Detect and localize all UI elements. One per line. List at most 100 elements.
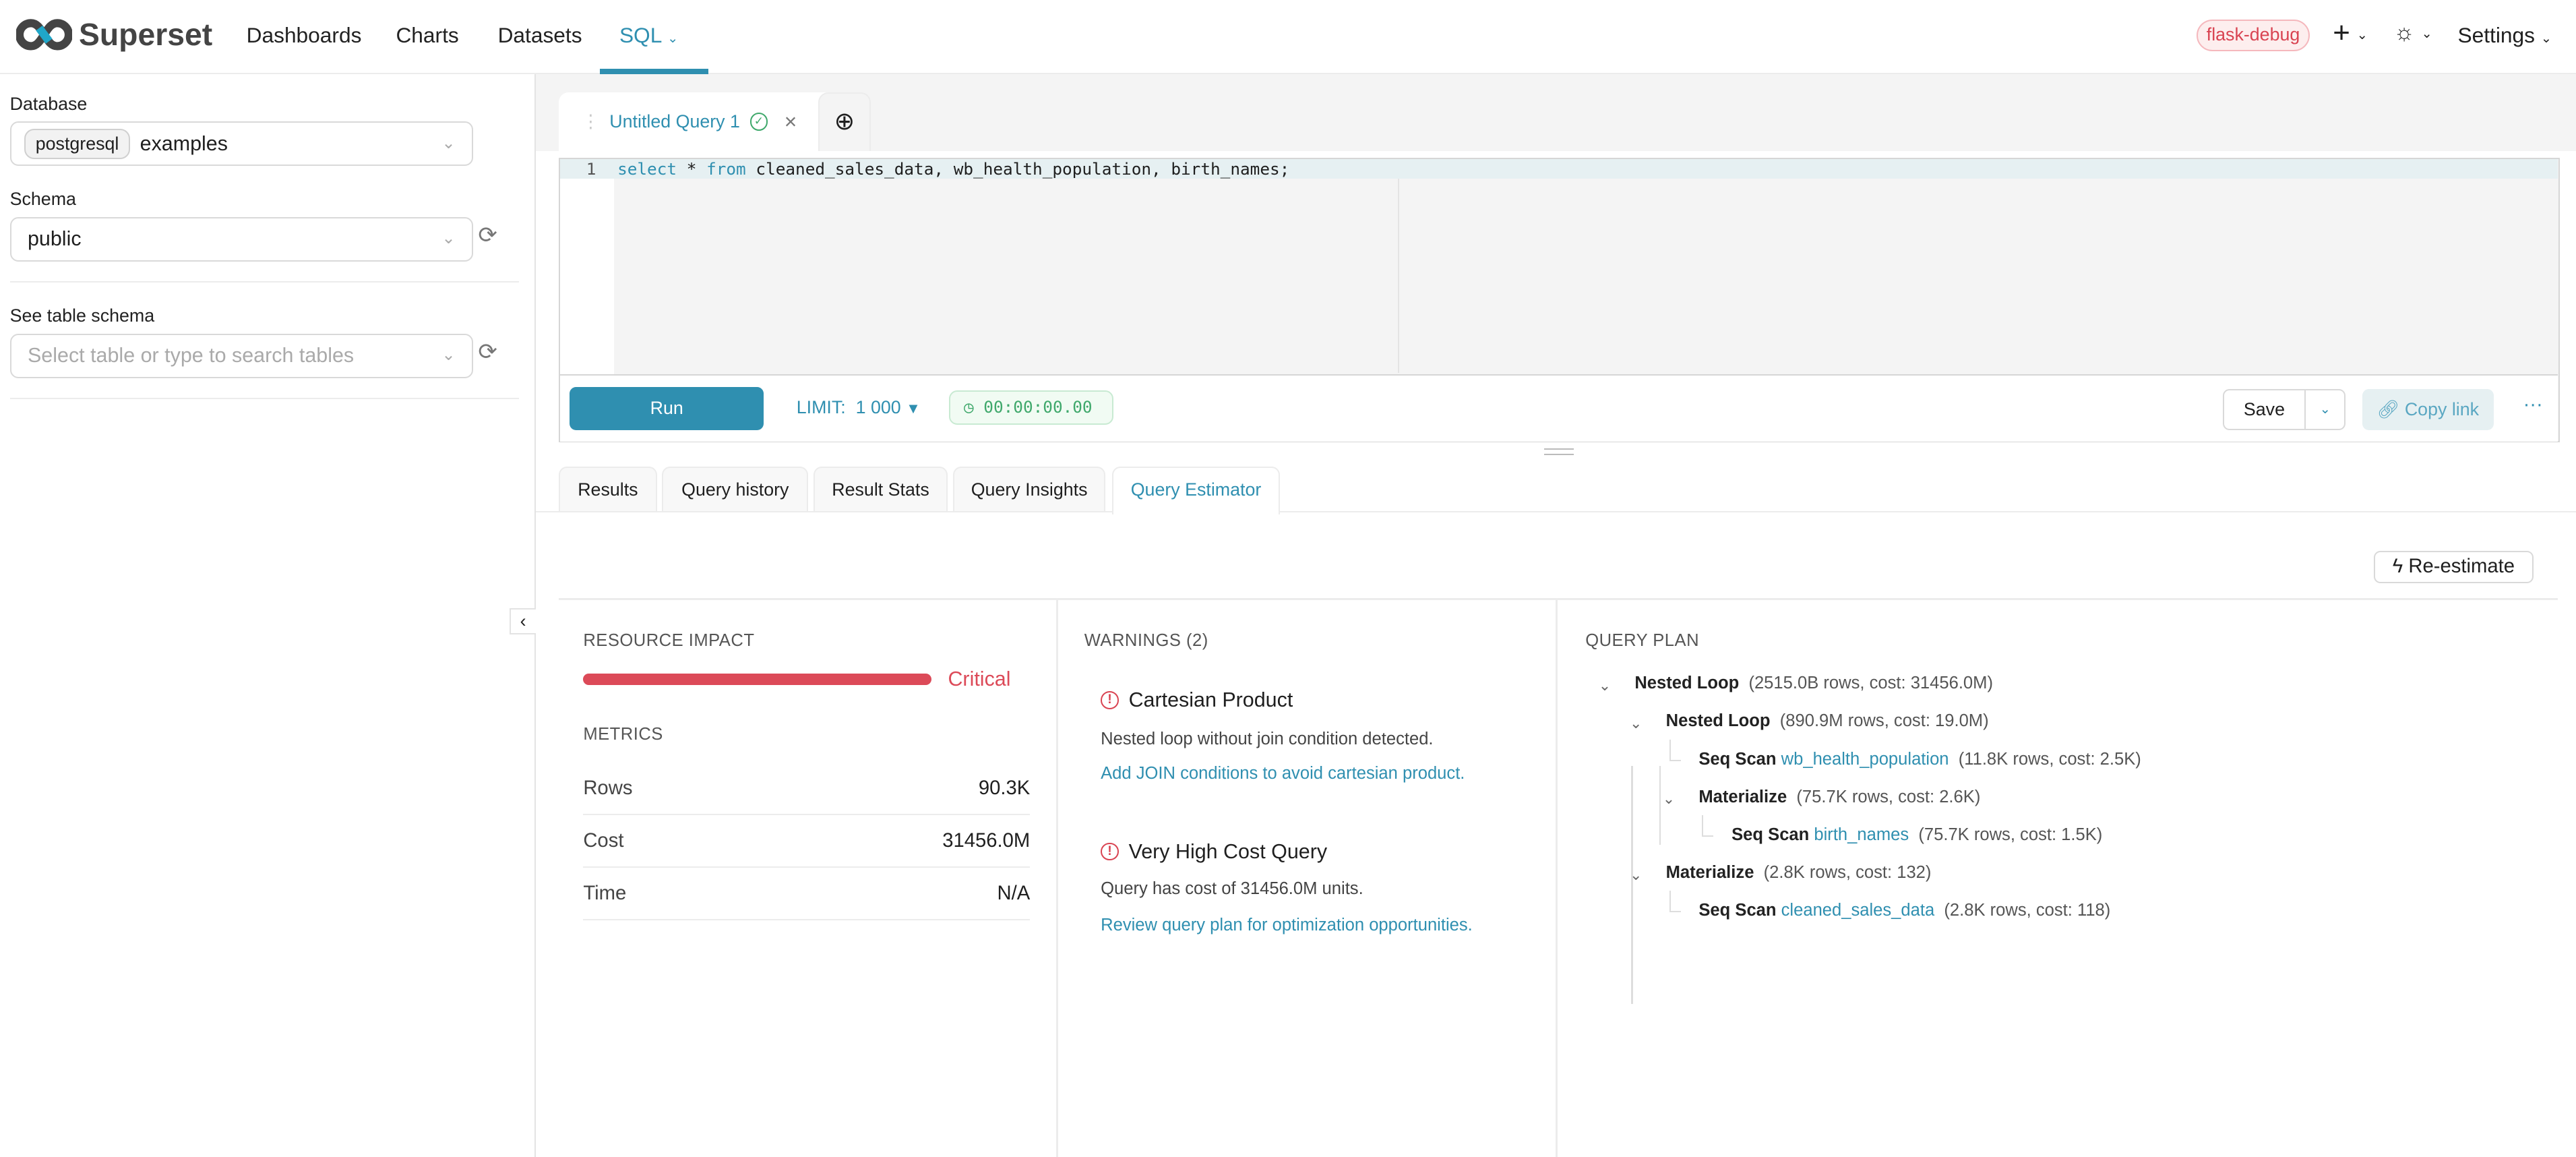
limit-dropdown[interactable]: LIMIT: 1 000 ▼ — [797, 397, 921, 418]
metric-value: 31456.0M — [942, 829, 1031, 852]
print-margin — [1397, 179, 1400, 373]
chevron-down-icon: ⌄ — [441, 134, 456, 152]
plan-node-type: Seq Scan — [1731, 825, 1810, 844]
plan-node: Materialize (75.7K rows, cost: 2.6K) — [1698, 788, 1980, 807]
expand-chevron-icon[interactable]: ⌄ — [1630, 715, 1643, 732]
brand-name: Superset — [79, 17, 213, 53]
sql-keyword: from — [706, 159, 746, 179]
save-button[interactable]: Save — [2224, 390, 2306, 429]
tree-line — [1631, 765, 1633, 1005]
chevron-down-icon: ⌄ — [2540, 31, 2552, 47]
sql-editor[interactable]: 1 select * from cleaned_sales_data, wb_h… — [558, 158, 2560, 442]
plan-node-type: Seq Scan — [1698, 749, 1777, 769]
warning-hint[interactable]: Review query plan for optimization oppor… — [1101, 915, 1473, 934]
sql-text: * — [677, 159, 707, 179]
nav-sql-label: SQL — [619, 23, 662, 48]
plan-node-stats: (2.8K rows, cost: 118) — [1944, 900, 2111, 920]
plan-node-type: Nested Loop — [1665, 711, 1771, 731]
tree-connector — [1702, 815, 1714, 837]
table-select[interactable]: Select table or type to search tables ⌄ — [9, 333, 473, 378]
engine-tag: postgresql — [24, 128, 131, 159]
plan-node: Seq Scan wb_health_population (11.8K row… — [1698, 750, 2141, 769]
refresh-tables-icon[interactable]: ⟳ — [478, 339, 497, 365]
schema-label: Schema — [9, 189, 76, 210]
warning-title: ! Cartesian Product — [1101, 688, 1293, 712]
database-value: examples — [140, 131, 228, 155]
tab-results[interactable]: Results — [558, 467, 657, 513]
plan-node: Materialize (2.8K rows, cost: 132) — [1666, 863, 1932, 883]
more-options-icon[interactable]: ··· — [2523, 394, 2543, 416]
expand-chevron-icon[interactable]: ⌄ — [1598, 677, 1612, 694]
schema-value: public — [28, 227, 82, 251]
add-tab-button[interactable]: ⊕ — [818, 92, 871, 152]
schema-select[interactable]: public ⌄ — [9, 216, 473, 262]
nav-dashboards[interactable]: Dashboards — [246, 23, 362, 48]
save-dropdown-chevron-icon[interactable]: ⌄ — [2319, 401, 2331, 417]
plan-node-type: Seq Scan — [1698, 900, 1777, 920]
warning-hint[interactable]: Add JOIN conditions to avoid cartesian p… — [1101, 764, 1465, 783]
plan-node-stats: (11.8K rows, cost: 2.5K) — [1958, 749, 2141, 769]
plan-node-type: Materialize — [1698, 787, 1787, 806]
close-tab-icon[interactable]: × — [784, 109, 797, 134]
limit-value: 1 000 — [855, 397, 901, 417]
theme-sun-icon[interactable]: ☼ ⌄ — [2393, 20, 2432, 46]
lightning-icon: ϟ — [2392, 555, 2403, 577]
divider — [9, 280, 520, 283]
nav-datasets[interactable]: Datasets — [497, 23, 582, 48]
metric-value: 90.3K — [978, 777, 1031, 799]
plan-node: Seq Scan birth_names (75.7K rows, cost: … — [1731, 825, 2102, 845]
plan-node-table[interactable]: cleaned_sales_data — [1781, 900, 1935, 920]
editor-gutter — [559, 159, 615, 375]
divider — [558, 598, 2558, 600]
tab-result-stats[interactable]: Result Stats — [813, 467, 948, 513]
sql-text: cleaned_sales_data, wb_health_population… — [745, 159, 1290, 179]
left-sidebar: Database postgresql examples ⌄ Schema pu… — [0, 73, 536, 1157]
nav-charts[interactable]: Charts — [396, 23, 459, 48]
plan-node-stats: (75.7K rows, cost: 2.6K) — [1796, 787, 1981, 806]
sql-code[interactable]: select * from cleaned_sales_data, wb_hea… — [617, 159, 1289, 179]
tab-query-estimator[interactable]: Query Estimator — [1112, 467, 1280, 514]
copy-link-button[interactable]: 🔗︎ Copy link — [2362, 388, 2494, 430]
metric-value: N/A — [997, 882, 1031, 904]
chevron-down-icon: ⌄ — [441, 346, 456, 365]
warning-desc: Query has cost of 31456.0M units. — [1101, 879, 1363, 899]
chevron-down-icon: ⌄ — [667, 31, 679, 47]
metrics-title: METRICS — [583, 724, 663, 744]
warning-title-text: Cartesian Product — [1128, 688, 1293, 712]
settings-menu[interactable]: Settings ⌄ — [2458, 23, 2552, 48]
expand-chevron-icon[interactable]: ⌄ — [1630, 866, 1643, 883]
plan-node-table[interactable]: birth_names — [1814, 825, 1909, 844]
database-select[interactable]: postgresql examples ⌄ — [9, 121, 473, 167]
plan-node-type: Nested Loop — [1634, 674, 1740, 693]
refresh-schema-icon[interactable]: ⟳ — [478, 222, 497, 249]
plus-icon[interactable]: + ⌄ — [2333, 16, 2368, 50]
editor-toolbar: Run LIMIT: 1 000 ▼ ◷ 00:00:00.00 Save ⌄ … — [559, 374, 2558, 442]
divider — [9, 397, 520, 400]
settings-label: Settings — [2457, 23, 2535, 48]
resize-handle[interactable] — [1544, 448, 1574, 456]
active-nav-indicator — [599, 69, 708, 74]
tab-query-insights[interactable]: Query Insights — [952, 467, 1106, 513]
plan-node-table[interactable]: wb_health_population — [1781, 749, 1949, 769]
drag-handle-icon[interactable]: ⋮ — [581, 111, 600, 131]
plan-node: Nested Loop (2515.0B rows, cost: 31456.0… — [1634, 674, 1993, 693]
tree-connector — [1669, 739, 1681, 761]
superset-logo[interactable]: Superset — [16, 16, 212, 53]
expand-chevron-icon[interactable]: ⌄ — [1662, 790, 1676, 808]
warning-title: ! Very High Cost Query — [1101, 840, 1327, 864]
nav-sql[interactable]: SQL ⌄ — [619, 23, 678, 48]
caret-down-icon: ▼ — [906, 400, 921, 417]
env-badge: flask-debug — [2196, 20, 2310, 51]
sql-keyword: select — [617, 159, 677, 179]
warning-icon: ! — [1101, 842, 1119, 861]
query-timer: ◷ 00:00:00.00 — [949, 390, 1114, 425]
query-tab[interactable]: ⋮ Untitled Query 1 ✓ × — [558, 92, 861, 152]
tab-query-history[interactable]: Query history — [662, 467, 809, 513]
plan-node: Nested Loop (890.9M rows, cost: 19.0M) — [1666, 711, 1989, 731]
reestimate-button[interactable]: ϟ Re-estimate — [2374, 550, 2534, 584]
run-button[interactable]: Run — [570, 387, 764, 430]
timer-value: 00:00:00.00 — [983, 397, 1093, 417]
column-divider — [1056, 599, 1058, 1157]
collapse-sidebar-button[interactable]: ‹ — [509, 607, 536, 634]
metric-label: Rows — [583, 777, 633, 799]
